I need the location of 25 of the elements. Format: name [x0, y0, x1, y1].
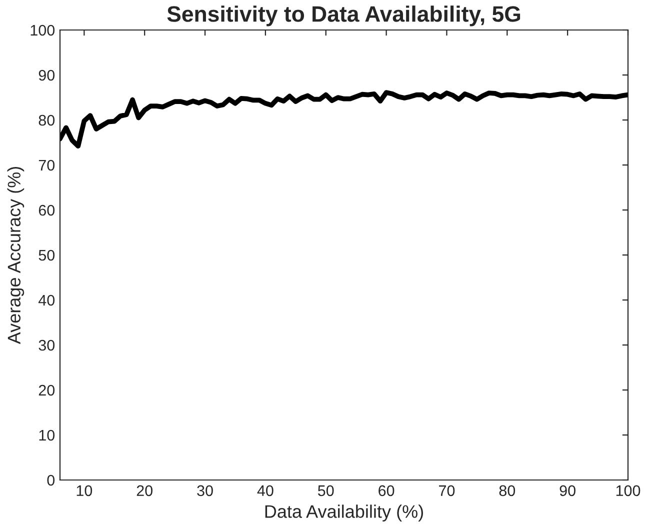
x-tick-label: 100 — [616, 485, 640, 496]
y-tick-label: 10 — [39, 430, 55, 441]
y-axis-title: Average Accuracy (%) — [7, 166, 24, 344]
y-tick-label: 90 — [38, 70, 55, 81]
chart-title: Sensitivity to Data Availability, 5G — [167, 6, 520, 26]
x-tick-label: 60 — [378, 485, 394, 496]
line-series — [60, 90, 628, 149]
x-tick-label: 50 — [318, 485, 334, 496]
x-tick-label: 20 — [136, 485, 152, 496]
y-tick-label: 60 — [38, 204, 55, 216]
x-axis-title: Data Availability (%) — [265, 504, 423, 522]
y-tick-label: 30 — [38, 340, 55, 351]
x-tick-label: 30 — [197, 485, 213, 496]
y-tick-label: 50 — [38, 250, 55, 261]
x-tick-label: 10 — [76, 485, 92, 496]
y-tick-label: 20 — [38, 384, 55, 396]
y-tick-label: 80 — [38, 114, 55, 126]
y-tick-label: 0 — [47, 474, 55, 486]
x-tick-label: 40 — [257, 485, 274, 496]
x-tick-label: 80 — [499, 485, 516, 496]
x-tick-label: 90 — [560, 485, 576, 496]
x-tick-label: 70 — [439, 485, 455, 496]
y-tick-label: 70 — [38, 160, 55, 171]
y-tick-label: 40 — [38, 294, 55, 306]
y-tick-label: 100 — [30, 24, 55, 36]
